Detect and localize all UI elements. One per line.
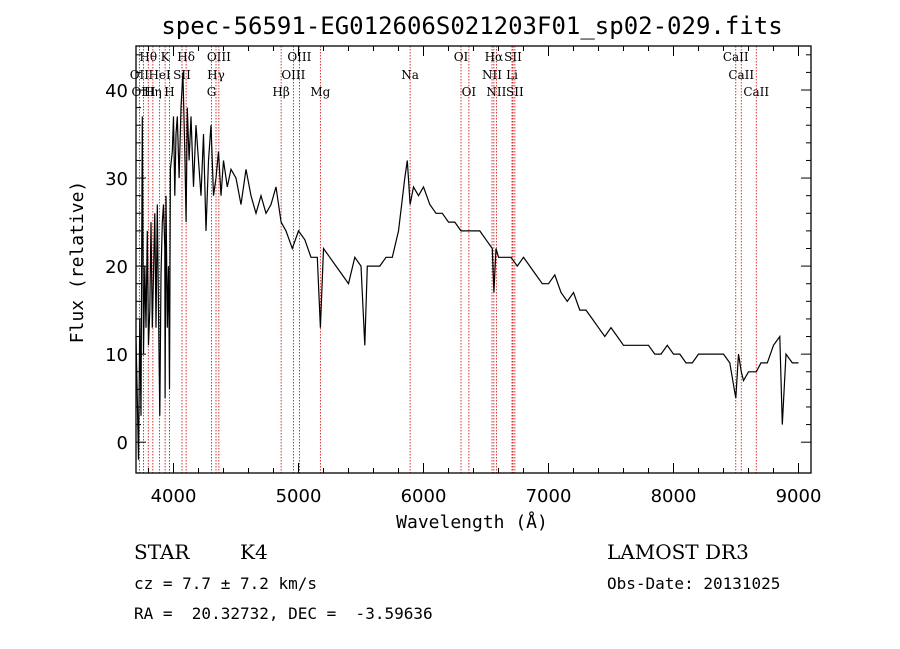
x-axis-label: Wavelength (Å)	[396, 511, 548, 533]
line-marker-label: Hβ	[272, 85, 289, 99]
line-marker-label: HeI	[148, 68, 171, 82]
x-tick-label: 7000	[526, 486, 572, 507]
line-marker-label: SII	[173, 68, 191, 82]
line-marker-label: Li	[506, 68, 518, 82]
line-marker-label: Hδ	[177, 50, 195, 64]
line-marker-label: H	[164, 85, 174, 99]
line-marker-label: CaII	[743, 85, 769, 99]
line-marker-label: NII	[486, 85, 506, 99]
y-tick-label: 30	[105, 169, 128, 190]
line-marker-label: OII	[130, 68, 150, 82]
x-tick-label: 8000	[651, 486, 697, 507]
plot-frame	[135, 45, 812, 474]
line-marker-label: CaII	[728, 68, 754, 82]
line-marker-label: Na	[401, 68, 419, 82]
x-tick-label: 6000	[401, 486, 447, 507]
line-marker-label: G	[207, 85, 217, 99]
y-tick-label: 0	[117, 433, 128, 454]
line-marker-label: Hγ	[207, 68, 225, 82]
line-marker-label: OIII	[207, 50, 231, 64]
x-axis-ticks: 4000 5000 6000 7000 8000 9000	[148, 46, 822, 507]
line-marker-label: Mg	[310, 85, 330, 99]
spectrum-series-line	[135, 72, 799, 460]
line-marker-label: Hθ	[139, 50, 157, 64]
object-class: STAR	[134, 540, 190, 564]
x-tick-label: 4000	[151, 486, 197, 507]
line-marker-label: OIII	[281, 68, 305, 82]
chart-title: spec-56591-EG012606S021203F01_sp02-029.f…	[161, 12, 782, 40]
line-marker-label: OIII	[131, 85, 155, 99]
y-tick-label: 40	[105, 81, 128, 102]
line-marker-label: OIII	[287, 50, 311, 64]
line-marker-label: NII	[482, 68, 502, 82]
emission-line-markers	[138, 46, 757, 473]
line-marker-label: SII	[506, 85, 524, 99]
line-marker-label: Hα	[485, 50, 504, 64]
y-axis-ticks: 0 10 20 30 40	[105, 54, 811, 454]
line-marker-label: K	[161, 50, 171, 64]
survey-name: LAMOST DR3	[607, 540, 749, 564]
line-marker-label: OI	[462, 85, 477, 99]
redshift-velocity: cz = 7.7 ± 7.2 km/s	[134, 574, 318, 593]
y-tick-label: 20	[105, 257, 128, 278]
line-marker-label: CaII	[723, 50, 749, 64]
line-marker-label: Hη	[144, 85, 162, 99]
y-tick-label: 10	[105, 345, 128, 366]
x-tick-label: 5000	[276, 486, 322, 507]
coordinates: RA = 20.32732, DEC = -3.59636	[134, 604, 433, 623]
observation-date: Obs-Date: 20131025	[607, 574, 781, 593]
line-marker-label: SII	[504, 50, 522, 64]
object-subclass: K4	[240, 540, 268, 564]
y-axis-label: Flux (relative)	[67, 181, 88, 344]
line-marker-label: OI	[454, 50, 469, 64]
x-tick-label: 9000	[776, 486, 822, 507]
